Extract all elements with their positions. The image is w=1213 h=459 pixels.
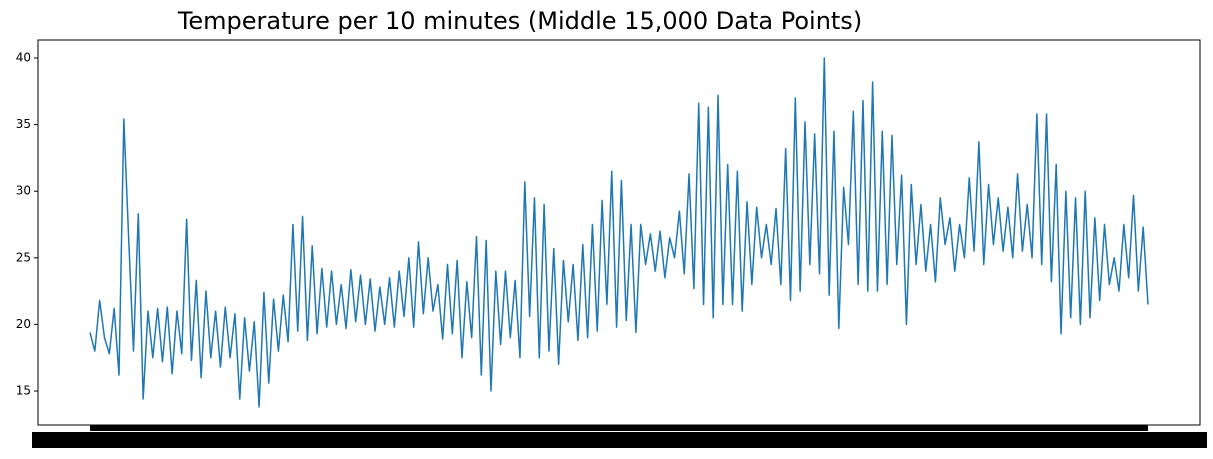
- y-tick-label: 40: [16, 50, 31, 64]
- x-tick-marks: [90, 425, 1148, 431]
- x-tick-labels-overlap: [32, 432, 1207, 448]
- y-tick-label: 30: [16, 184, 31, 198]
- y-tick-label: 35: [16, 117, 31, 131]
- y-tick-label: 25: [16, 250, 31, 264]
- chart-title: Temperature per 10 minutes (Middle 15,00…: [177, 7, 862, 35]
- y-tick-label: 20: [16, 317, 31, 331]
- temperature-line: [89, 57, 1149, 408]
- y-tick-label: 15: [16, 384, 31, 398]
